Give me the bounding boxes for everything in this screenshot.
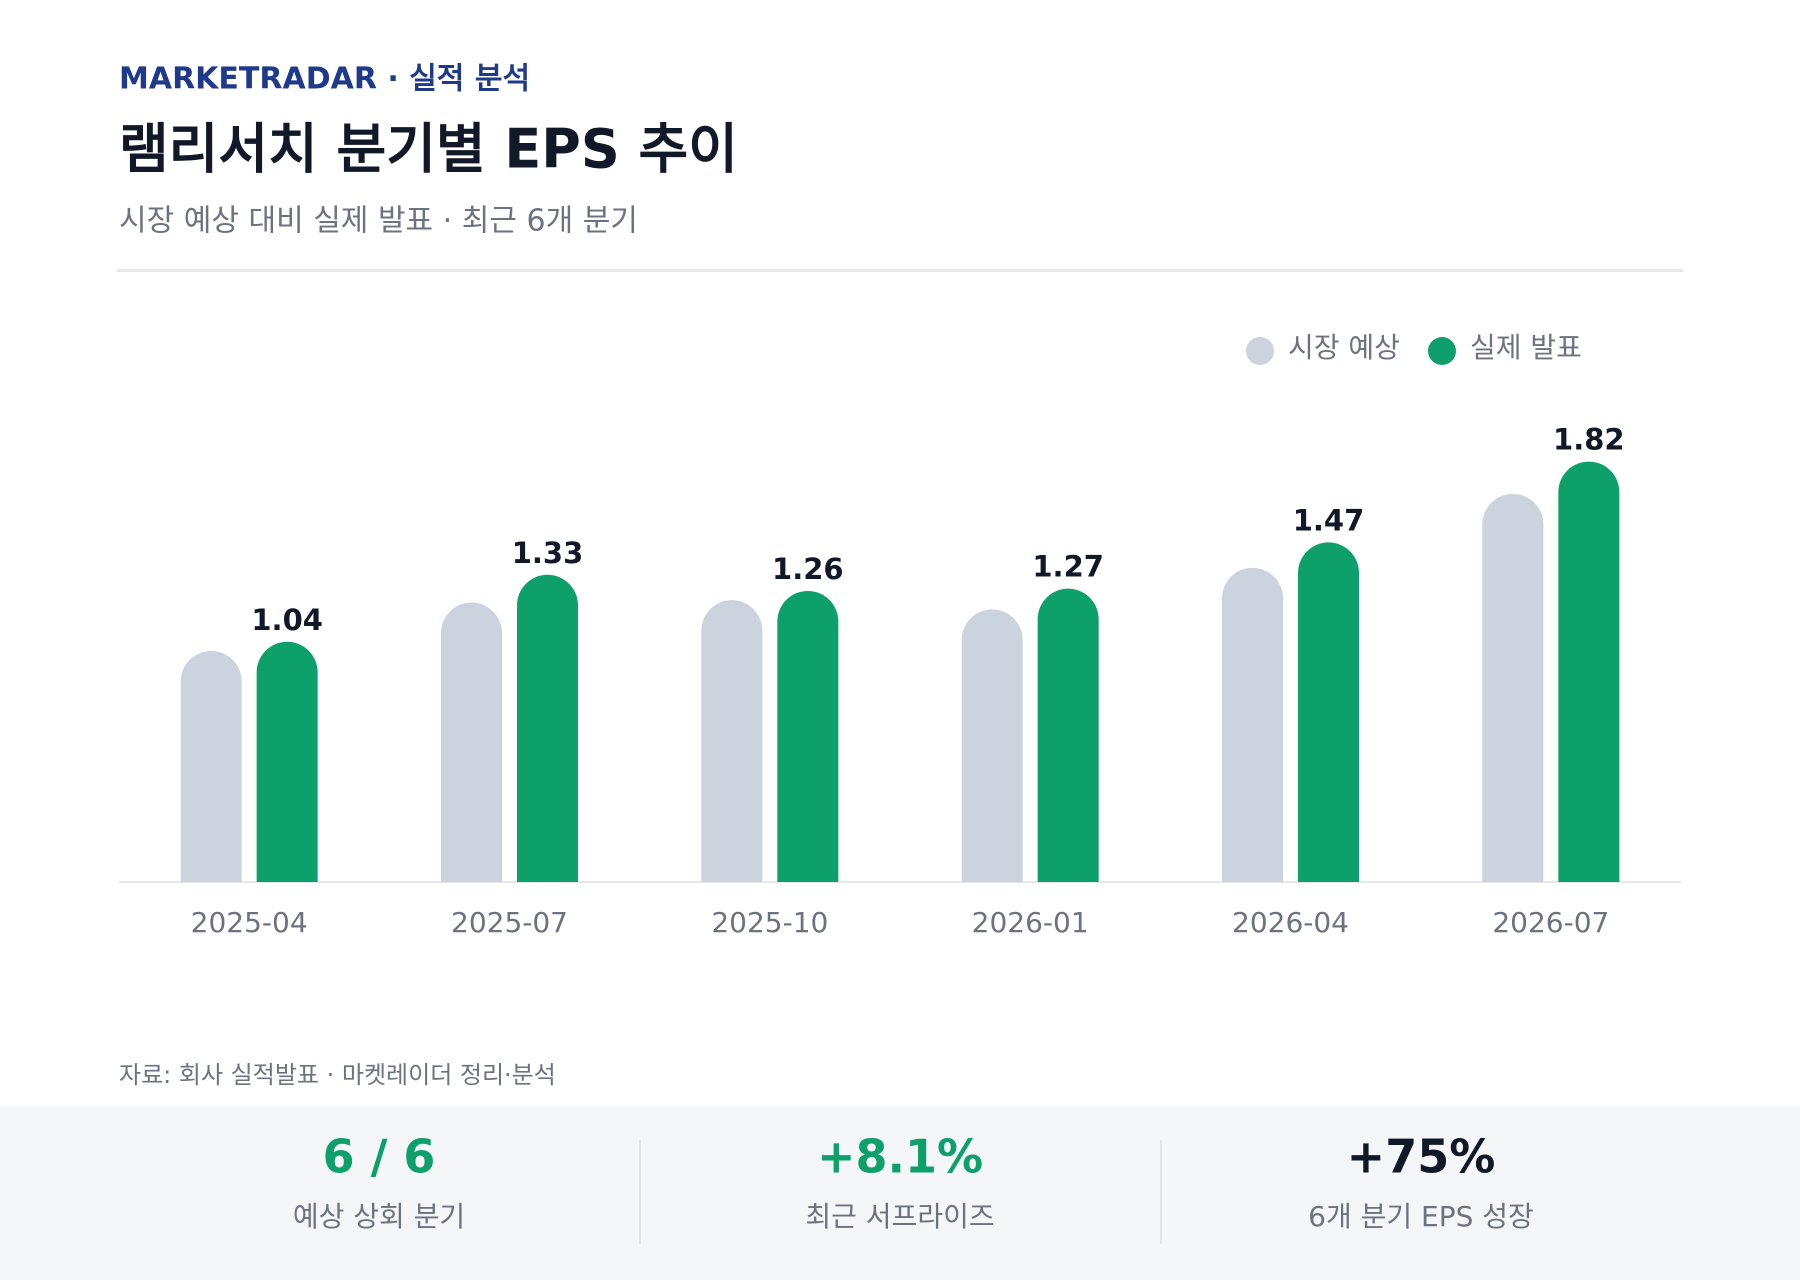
chart: 시장 예상 실제 발표 2025-04 1.04 2025-07 1.33 2025-10 1… xyxy=(119,331,1681,939)
bar xyxy=(180,650,242,882)
data-label: 1.33 xyxy=(512,536,584,570)
data-label: 1.04 xyxy=(251,603,323,637)
subtitle: 시장 예상 대비 실제 발표 · 최근 6개 분기 xyxy=(119,204,638,239)
stats-band xyxy=(0,1106,1800,1280)
legend-swatch xyxy=(1428,337,1456,365)
stat-label: 6개 분기 EPS 성장 xyxy=(1308,1200,1534,1233)
data-label: 1.26 xyxy=(772,552,844,586)
bar xyxy=(777,590,839,882)
stat-value: 6 / 6 xyxy=(323,1130,436,1184)
data-label: 1.47 xyxy=(1293,503,1365,537)
data-label: 1.27 xyxy=(1032,550,1104,584)
bar xyxy=(517,574,578,882)
legend-label: 시장 예상 xyxy=(1288,331,1400,364)
x-tick-label: 2025-10 xyxy=(711,906,828,939)
legend-label: 실제 발표 xyxy=(1470,331,1582,364)
x-tick-label: 2025-04 xyxy=(191,906,308,939)
legend-swatch xyxy=(1246,337,1274,365)
bar xyxy=(701,600,763,882)
bar xyxy=(1482,493,1544,882)
bar xyxy=(1222,567,1283,882)
bar xyxy=(256,641,318,882)
bar xyxy=(1558,461,1620,882)
stat-label: 예상 상회 분기 xyxy=(293,1200,465,1233)
x-tick-label: 2025-07 xyxy=(451,906,568,939)
source: 자료: 회사 실적발표 · 마켓레이더 정리·분석 xyxy=(119,1061,556,1089)
x-tick-label: 2026-01 xyxy=(972,906,1089,939)
stat-value: +75% xyxy=(1347,1130,1496,1184)
divider xyxy=(117,269,1683,272)
bar xyxy=(441,602,502,882)
x-tick-label: 2026-07 xyxy=(1492,906,1609,939)
brand: MARKETRADAR · 실적 분석 xyxy=(119,62,530,97)
bar xyxy=(1298,542,1359,882)
title: 램리서치 분기별 EPS 추이 xyxy=(119,118,738,181)
data-label: 1.82 xyxy=(1553,423,1625,457)
bar xyxy=(961,609,1023,882)
stat-label: 최근 서프라이즈 xyxy=(805,1200,994,1233)
x-tick-label: 2026-04 xyxy=(1232,906,1349,939)
stat-value: +8.1% xyxy=(817,1130,983,1184)
bar xyxy=(1037,588,1099,882)
